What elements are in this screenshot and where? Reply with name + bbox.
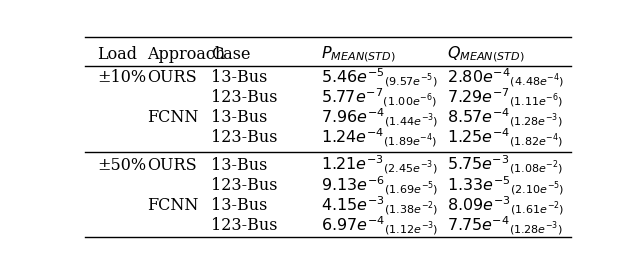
Text: $5.77e^{-7}$$_{(1.00e^{-6})}$: $5.77e^{-7}$$_{(1.00e^{-6})}$	[321, 87, 436, 109]
Text: 13-Bus: 13-Bus	[211, 197, 268, 214]
Text: 13-Bus: 13-Bus	[211, 109, 268, 126]
Text: FCNN: FCNN	[147, 109, 198, 126]
Text: $P_{MEAN(STD)}$: $P_{MEAN(STD)}$	[321, 45, 396, 64]
Text: $8.57e^{-4}$$_{(1.28e^{-3})}$: $8.57e^{-4}$$_{(1.28e^{-3})}$	[447, 107, 563, 129]
Text: $6.97e^{-4}$$_{(1.12e^{-3})}$: $6.97e^{-4}$$_{(1.12e^{-3})}$	[321, 215, 438, 237]
Text: Approach: Approach	[147, 46, 225, 63]
Text: $7.75e^{-4}$$_{(1.28e^{-3})}$: $7.75e^{-4}$$_{(1.28e^{-3})}$	[447, 215, 563, 237]
Text: 13-Bus: 13-Bus	[211, 157, 268, 174]
Text: $9.13e^{-6}$$_{(1.69e^{-5})}$: $9.13e^{-6}$$_{(1.69e^{-5})}$	[321, 174, 438, 197]
Text: $Q_{MEAN(STD)}$: $Q_{MEAN(STD)}$	[447, 45, 525, 64]
Text: $7.96e^{-4}$$_{(1.44e^{-3})}$: $7.96e^{-4}$$_{(1.44e^{-3})}$	[321, 107, 438, 129]
Text: FCNN: FCNN	[147, 197, 198, 214]
Text: $1.21e^{-3}$$_{(2.45e^{-3})}$: $1.21e^{-3}$$_{(2.45e^{-3})}$	[321, 154, 437, 176]
Text: OURS: OURS	[147, 69, 196, 86]
Text: OURS: OURS	[147, 157, 196, 174]
Text: Case: Case	[211, 46, 251, 63]
Text: $2.80e^{-4}$$_{(4.48e^{-4})}$: $2.80e^{-4}$$_{(4.48e^{-4})}$	[447, 66, 564, 89]
Text: $1.25e^{-4}$$_{(1.82e^{-4})}$: $1.25e^{-4}$$_{(1.82e^{-4})}$	[447, 127, 563, 149]
Text: $1.24e^{-4}$$_{(1.89e^{-4})}$: $1.24e^{-4}$$_{(1.89e^{-4})}$	[321, 127, 436, 149]
Text: $5.75e^{-3}$$_{(1.08e^{-2})}$: $5.75e^{-3}$$_{(1.08e^{-2})}$	[447, 154, 563, 176]
Text: $4.15e^{-3}$$_{(1.38e^{-2})}$: $4.15e^{-3}$$_{(1.38e^{-2})}$	[321, 194, 438, 217]
Text: 123-Bus: 123-Bus	[211, 217, 278, 234]
Text: 13-Bus: 13-Bus	[211, 69, 268, 86]
Text: $8.09e^{-3}$$_{(1.61e^{-2})}$: $8.09e^{-3}$$_{(1.61e^{-2})}$	[447, 194, 564, 217]
Text: ±10%: ±10%	[97, 69, 147, 86]
Text: 123-Bus: 123-Bus	[211, 177, 278, 194]
Text: $7.29e^{-7}$$_{(1.11e^{-6})}$: $7.29e^{-7}$$_{(1.11e^{-6})}$	[447, 87, 563, 109]
Text: $5.46e^{-5}$$_{(9.57e^{-5})}$: $5.46e^{-5}$$_{(9.57e^{-5})}$	[321, 66, 437, 89]
Text: 123-Bus: 123-Bus	[211, 129, 278, 146]
Text: $1.33e^{-5}$$_{(2.10e^{-5})}$: $1.33e^{-5}$$_{(2.10e^{-5})}$	[447, 174, 564, 197]
Text: Load: Load	[97, 46, 138, 63]
Text: 123-Bus: 123-Bus	[211, 89, 278, 106]
Text: ±50%: ±50%	[97, 157, 147, 174]
